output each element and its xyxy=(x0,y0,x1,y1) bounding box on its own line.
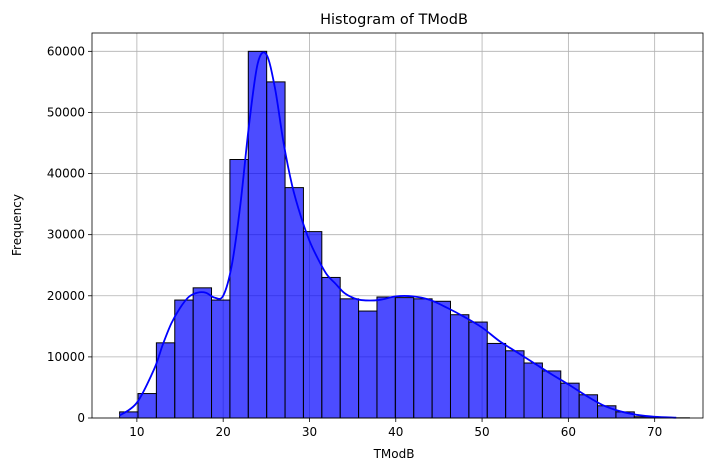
y-axis-label: Frequency xyxy=(10,194,24,256)
x-axis-label: TModB xyxy=(373,447,415,461)
x-axis-ticks: 10 20 30 40 50 60 70 xyxy=(129,418,662,439)
histogram-bar-3 xyxy=(174,299,194,419)
histogram-bar-5 xyxy=(211,299,231,419)
histogram-bar-20 xyxy=(486,342,507,419)
histogram-bar-13 xyxy=(358,310,378,419)
x-tick-label-2: 30 xyxy=(302,425,317,439)
histogram-bar-18 xyxy=(449,314,470,419)
histogram-bar-4 xyxy=(192,287,213,419)
y-axis-ticks: 0 10000 20000 30000 40000 50000 60000 xyxy=(47,44,92,425)
y-tick-label-5: 50000 xyxy=(47,105,85,119)
histogram-bar-17 xyxy=(431,300,451,419)
y-tick-label-1: 10000 xyxy=(47,350,85,364)
histogram-bar-19 xyxy=(468,321,488,419)
y-tick-label-4: 40000 xyxy=(47,167,85,181)
histogram-bar-15 xyxy=(394,297,415,419)
histogram-bar-22 xyxy=(523,362,543,419)
histogram-bar-14 xyxy=(376,296,396,419)
chart-title: Histogram of TModB xyxy=(320,12,468,28)
histogram-bar-12 xyxy=(339,298,360,419)
x-tick-label-4: 50 xyxy=(474,425,489,439)
grid-lines xyxy=(92,33,703,419)
x-tick-label-3: 40 xyxy=(388,425,403,439)
histogram-bar-9 xyxy=(284,187,304,419)
histogram-bar-21 xyxy=(505,350,525,419)
kde-curve xyxy=(119,51,677,419)
histogram-bar-16 xyxy=(413,298,433,419)
x-tick-label-6: 70 xyxy=(647,425,662,439)
y-tick-label-6: 60000 xyxy=(47,44,85,58)
plot-frame xyxy=(91,32,704,419)
y-tick-label-0: 0 xyxy=(77,411,85,425)
histogram-bar-6 xyxy=(229,159,249,419)
x-tick-label-5: 60 xyxy=(561,425,576,439)
histogram-bars xyxy=(119,50,690,419)
x-tick-label-0: 10 xyxy=(129,425,144,439)
histogram-bar-25 xyxy=(578,394,599,419)
histogram-bar-24 xyxy=(560,382,580,419)
y-tick-label-3: 30000 xyxy=(47,228,85,242)
histogram-bar-11 xyxy=(321,276,341,419)
x-tick-label-1: 20 xyxy=(216,425,231,439)
y-tick-label-2: 20000 xyxy=(47,289,85,303)
